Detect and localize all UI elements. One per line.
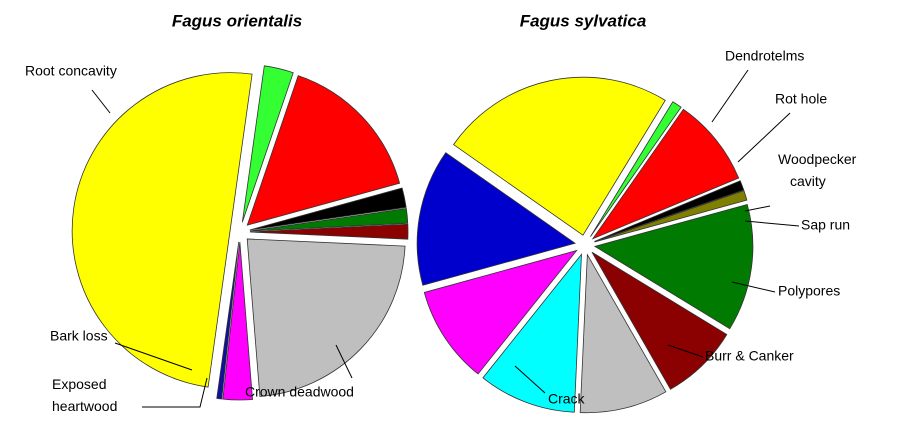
pie-slice [246, 238, 406, 397]
pie-slice [593, 203, 754, 330]
pie-slice [249, 223, 409, 240]
slice-label: Rot hole [775, 91, 827, 107]
slice-label: Dendrotelms [725, 48, 804, 64]
pie-slice [246, 75, 401, 226]
slice-label: Burr & Canker [705, 348, 794, 364]
slice-label: Crack [548, 391, 586, 407]
chart-title: Fagus orientalis [172, 11, 302, 30]
chart-title: Fagus sylvatica [520, 11, 647, 30]
label-line: heartwood [52, 398, 117, 414]
leader-line [667, 344, 704, 358]
label-line: Woodpecker [778, 151, 860, 167]
pie-slice [591, 251, 728, 390]
pie-slice [452, 76, 666, 236]
pie-slice [216, 241, 240, 400]
pie-slice [591, 108, 740, 240]
leader-line [514, 365, 546, 394]
slice-label: Root concavity [25, 63, 117, 79]
leader-line [91, 89, 111, 114]
slice-label: Sap run [801, 217, 850, 233]
pie-slice [71, 72, 253, 388]
label-line: cavity [790, 173, 826, 189]
slice-label: Woodpecker cavity [778, 151, 860, 189]
pie-slice [590, 101, 682, 237]
pie-slice [482, 253, 582, 413]
leader-line [711, 69, 749, 123]
leader-line [731, 281, 776, 293]
leader-line [114, 342, 193, 371]
pie-slice [594, 190, 748, 243]
slice-label: Polypores [778, 283, 840, 299]
pie-slice [249, 187, 407, 231]
pie-slice [416, 152, 577, 286]
slice-label: Bark loss [50, 328, 108, 344]
pie-slice [594, 180, 745, 242]
slice-label: Exposed heartwood [52, 376, 117, 414]
leader-line [142, 377, 208, 408]
slice-label: Crown deadwood [245, 384, 354, 400]
pie-slice [222, 241, 253, 401]
leader-line [737, 112, 791, 163]
pie-slice [241, 65, 294, 223]
leader-line [335, 344, 353, 379]
pie-slice [423, 249, 578, 375]
label-line: Exposed [52, 376, 110, 392]
leader-line [744, 205, 771, 212]
leader-line [744, 220, 800, 227]
pie-slice [249, 208, 409, 232]
pie-slice [579, 253, 667, 414]
